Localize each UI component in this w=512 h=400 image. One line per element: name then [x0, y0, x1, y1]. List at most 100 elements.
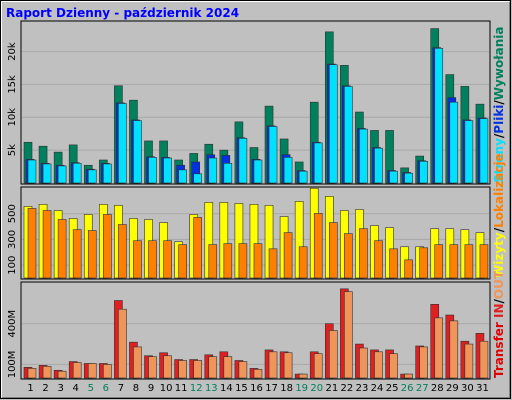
- bar: [434, 47, 444, 184]
- x-tick-label: 28: [431, 383, 444, 394]
- x-tick-label: 4: [73, 383, 79, 394]
- bar: [313, 213, 323, 279]
- x-tick-label: 25: [386, 383, 399, 394]
- bar: [118, 308, 127, 379]
- bar: [434, 317, 444, 379]
- bar: [208, 157, 218, 184]
- x-tick-label: 9: [148, 383, 154, 394]
- bar: [27, 159, 37, 184]
- bar: [208, 244, 218, 279]
- bar: [419, 247, 428, 279]
- bar: [193, 217, 203, 279]
- bar: [359, 128, 368, 184]
- legend-text: Transfer: [492, 318, 506, 378]
- bar: [133, 120, 142, 184]
- bar: [223, 243, 233, 279]
- legend-entry: Wizyty: [492, 232, 506, 278]
- bar: [464, 120, 474, 184]
- bar: [464, 244, 474, 279]
- bar: [118, 224, 127, 279]
- bar: [118, 103, 127, 184]
- bar: [103, 163, 112, 184]
- legend-text: /: [492, 227, 506, 232]
- bar: [298, 246, 308, 279]
- bar: [27, 368, 37, 379]
- bar: [57, 165, 67, 184]
- bar: [449, 244, 459, 279]
- bar: [434, 244, 444, 279]
- bar: [238, 138, 248, 184]
- bar: [344, 233, 353, 279]
- bar: [328, 64, 338, 184]
- y-tick-label: 300: [7, 230, 18, 249]
- bar: [238, 361, 248, 379]
- bar: [389, 353, 398, 379]
- y-tick-label: 100: [7, 256, 18, 275]
- bar: [163, 355, 172, 379]
- bar: [344, 291, 353, 379]
- bar: [253, 159, 263, 184]
- bar: [404, 259, 413, 279]
- bar: [87, 363, 97, 379]
- bar: [27, 208, 37, 279]
- bar: [374, 351, 383, 379]
- x-tick-label: 7: [118, 383, 124, 394]
- bar: [148, 157, 157, 184]
- x-tick-label: 3: [57, 383, 63, 394]
- y-tick-label: 20k: [7, 42, 18, 61]
- legend: Transfer IN/OUT: [492, 270, 506, 378]
- bar: [449, 320, 459, 379]
- x-tick-label: 15: [235, 383, 248, 394]
- x-tick-label: 23: [356, 383, 369, 394]
- bar: [253, 243, 263, 279]
- bar: [178, 169, 187, 184]
- bar: [268, 351, 278, 379]
- x-tick-label: 14: [220, 383, 233, 394]
- bar: [374, 240, 383, 279]
- bar: [42, 366, 52, 379]
- bar: [359, 347, 368, 379]
- bar: [283, 232, 293, 279]
- bar: [298, 373, 308, 379]
- bar: [298, 170, 308, 184]
- x-tick-label: 8: [133, 383, 139, 394]
- legend-text: /: [492, 133, 506, 138]
- x-tick-label: 12: [190, 383, 203, 394]
- x-tick-label: 1: [27, 383, 33, 394]
- bar: [374, 147, 383, 184]
- x-tick-label: 18: [280, 383, 293, 394]
- x-tick-label: 26: [401, 383, 414, 394]
- legend-entry: Strony: [492, 138, 506, 183]
- bar: [404, 172, 413, 184]
- bar: [72, 162, 82, 184]
- bar: [193, 173, 203, 184]
- legend-entry: Wywołania: [492, 26, 506, 100]
- bar: [253, 369, 263, 379]
- y-tick-label: 400M: [7, 310, 18, 338]
- x-tick-label: 5: [88, 383, 94, 394]
- bar: [103, 214, 112, 279]
- bar: [223, 356, 233, 379]
- bar: [419, 161, 428, 184]
- x-tick-label: 6: [103, 383, 109, 394]
- bar: [42, 210, 52, 279]
- bar: [268, 248, 278, 279]
- bar: [163, 240, 172, 279]
- bar: [479, 118, 489, 184]
- panel: [20, 281, 491, 380]
- bar: [464, 343, 474, 379]
- bar: [148, 356, 157, 379]
- bar: [72, 362, 82, 379]
- x-tick-label: 17: [265, 383, 278, 394]
- bar: [103, 364, 112, 379]
- bar: [163, 157, 172, 184]
- bar: [479, 244, 489, 279]
- y-tick-label: 5k: [7, 144, 18, 156]
- bar: [87, 169, 97, 184]
- x-tick-label: 10: [160, 383, 173, 394]
- bar: [193, 360, 203, 379]
- y-tick-label: 15k: [7, 75, 18, 94]
